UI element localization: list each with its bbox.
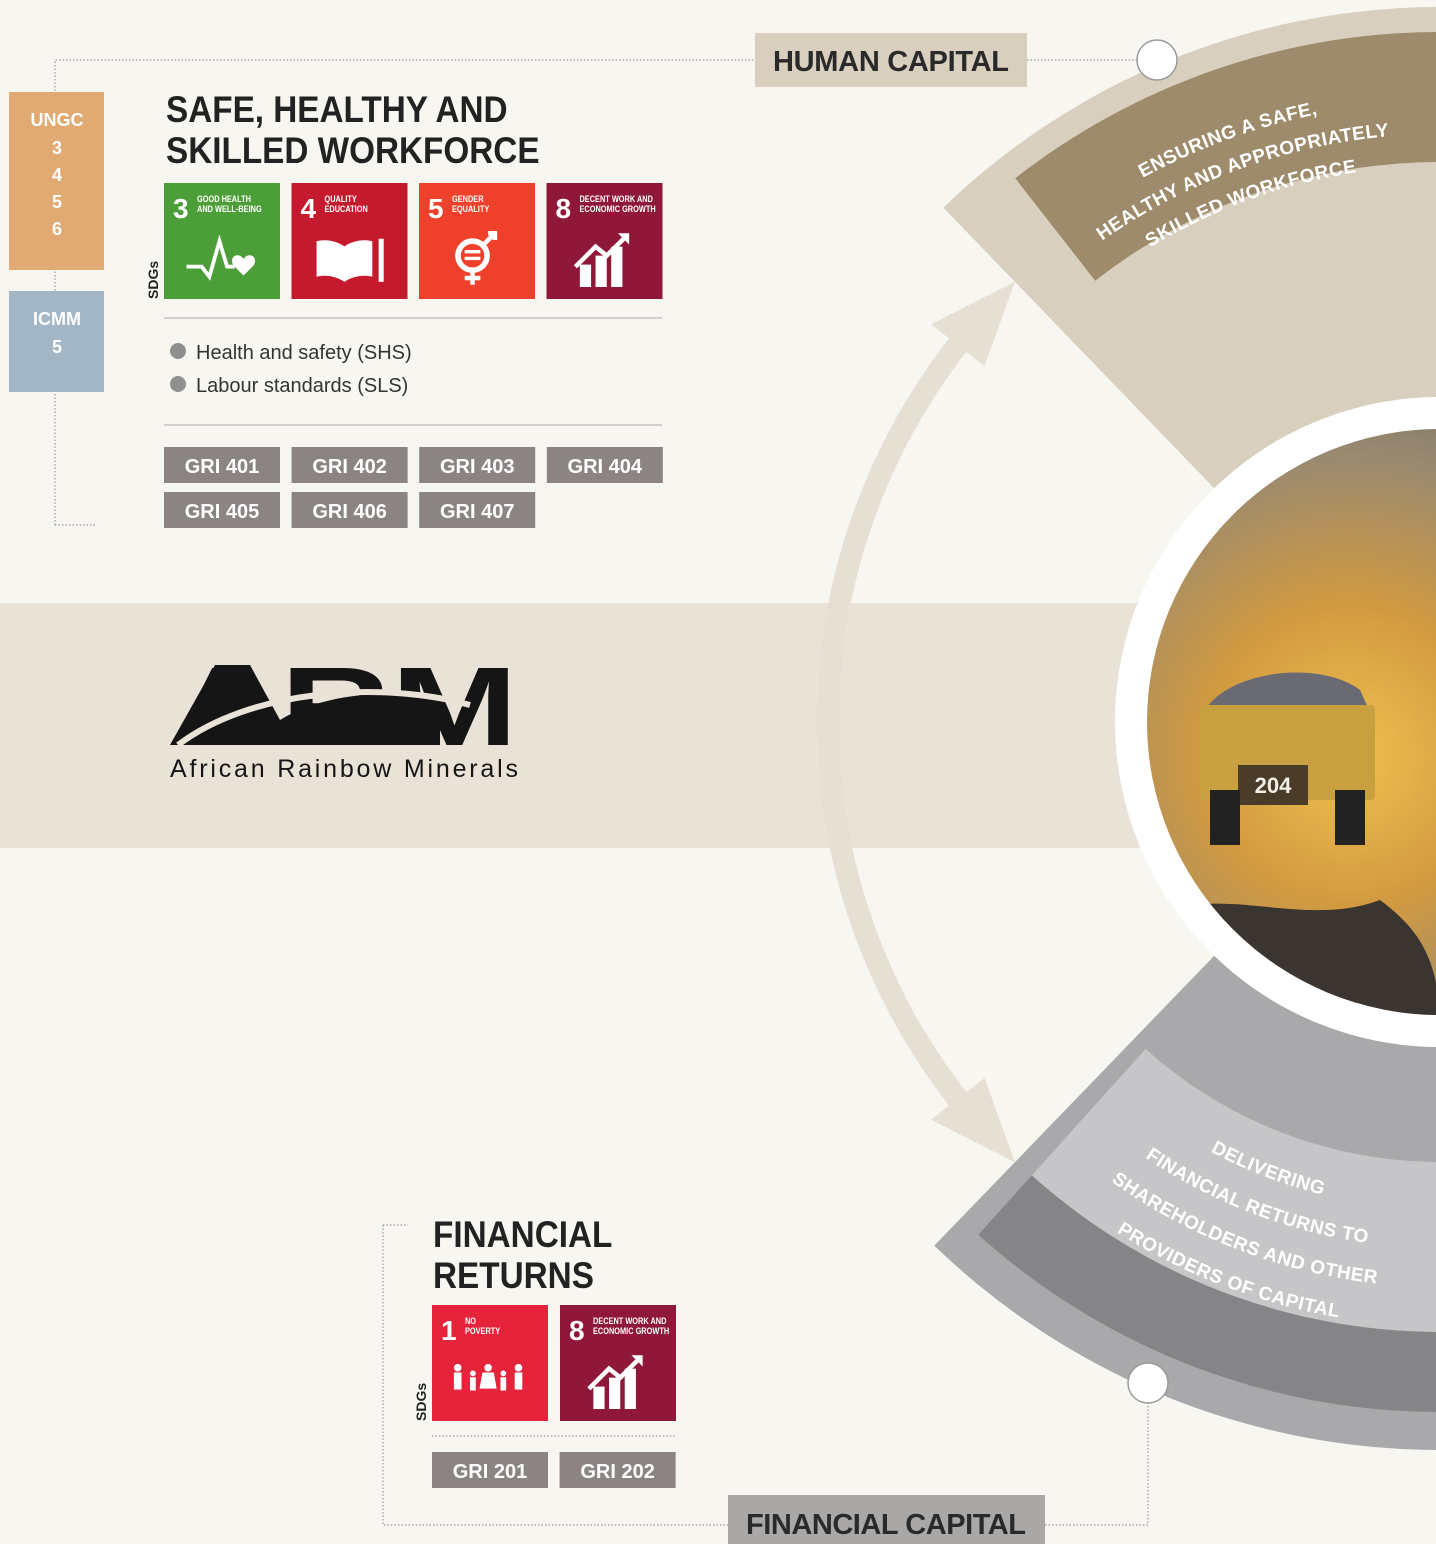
ungc-item: 4 [52, 165, 62, 185]
section-title: FINANCIAL [433, 1214, 612, 1255]
bullet [170, 343, 186, 359]
truck-wheel [1210, 790, 1240, 845]
gri-box [432, 1452, 548, 1488]
truck-grille [1238, 765, 1308, 805]
sdg-name: ECONOMIC GROWTH [580, 204, 656, 214]
gri-label: GRI 404 [568, 456, 643, 478]
sdg-tile [432, 1305, 548, 1421]
sdg-name: EQUALITY [452, 204, 490, 214]
sdg-name: QUALITY [325, 194, 358, 204]
truck-number: 204 [1255, 773, 1292, 798]
gri-label: GRI 201 [453, 1461, 527, 1483]
connector [1045, 1403, 1149, 1526]
sdg-number: 8 [569, 1315, 585, 1346]
capital-label: FINANCIAL CAPITAL [746, 1509, 1026, 1541]
truck-load [1200, 672, 1370, 712]
gri-box [291, 492, 408, 528]
gri-box [164, 492, 280, 528]
sdg-number: 4 [301, 193, 317, 224]
logo-swoosh [170, 665, 440, 745]
capital-label: HUMAN CAPITAL [773, 46, 1009, 78]
ungc-label: UNGC [31, 110, 84, 130]
gri-label: GRI 401 [185, 456, 259, 478]
gri-box [559, 1452, 676, 1488]
section-title: RETURNS [433, 1255, 594, 1296]
sdg-name: ECONOMIC GROWTH [593, 1326, 669, 1336]
sdg-number: 3 [173, 193, 189, 224]
sdg-tile [164, 183, 280, 299]
ungc-item: 5 [52, 192, 62, 212]
human-fan-band [1015, 32, 1436, 281]
logo-name: ARM [170, 644, 518, 769]
sdg-name: AND WELL-BEING [197, 204, 262, 214]
sdg-name: GENDER [452, 194, 484, 204]
topic: Health and safety (SHS) [196, 342, 412, 364]
gri-label: GRI 407 [440, 501, 514, 523]
icmm-label: ICMM [33, 309, 81, 329]
sdg-name: DECENT WORK AND [593, 1316, 666, 1326]
bullet [170, 376, 186, 392]
arrow-head [930, 281, 1015, 367]
capital-label-box [728, 1495, 1045, 1544]
section-title: SAFE, HEALTHY AND [166, 89, 508, 130]
sdg-tile [291, 183, 408, 299]
gri-label: GRI 405 [185, 501, 259, 523]
sdg-number: 8 [556, 193, 572, 224]
icmm-box [9, 291, 104, 392]
logo-arch [176, 689, 471, 748]
gri-label: GRI 202 [580, 1461, 654, 1483]
gri-label: GRI 406 [312, 501, 386, 523]
sdg-name: NO [465, 1316, 477, 1326]
ungc-item: 6 [52, 219, 62, 239]
sdg-number: 5 [428, 193, 444, 224]
ungc-item: 3 [52, 138, 62, 158]
gri-label: GRI 403 [440, 456, 514, 478]
cycle-arrow [817, 321, 980, 1123]
truck-wheel [1335, 790, 1365, 845]
node [1136, 39, 1178, 81]
section-title: SKILLED WORKFORCE [166, 130, 540, 171]
sdg-number: 1 [441, 1315, 457, 1346]
gri-label: GRI 402 [312, 456, 386, 478]
icmm-item: 5 [52, 337, 62, 357]
ungc-box [9, 92, 104, 270]
sdg-name: POVERTY [465, 1326, 501, 1336]
sdg-name: GOOD HEALTH [197, 194, 251, 204]
sdg-name: EDUCATION [325, 204, 368, 214]
arrow-head [930, 1077, 1015, 1163]
node [1127, 1362, 1169, 1404]
gri-box [546, 447, 663, 483]
financial-fan-band [978, 1175, 1436, 1412]
financial-fan-band [1031, 1048, 1436, 1332]
gri-box [164, 447, 280, 483]
gri-box [419, 492, 536, 528]
sdg-label: SDGs [413, 1383, 429, 1421]
capital-label-box [755, 33, 1027, 87]
gri-box [291, 447, 408, 483]
connector [382, 1225, 728, 1526]
sdg-label: SDGs [145, 261, 161, 299]
sdg-name: DECENT WORK AND [580, 194, 653, 204]
diagram-shapes: 204 [54, 7, 1436, 1526]
logo-subtitle: African Rainbow Minerals [170, 755, 518, 783]
gri-box [419, 447, 536, 483]
topic: Labour standards (SLS) [196, 375, 408, 397]
